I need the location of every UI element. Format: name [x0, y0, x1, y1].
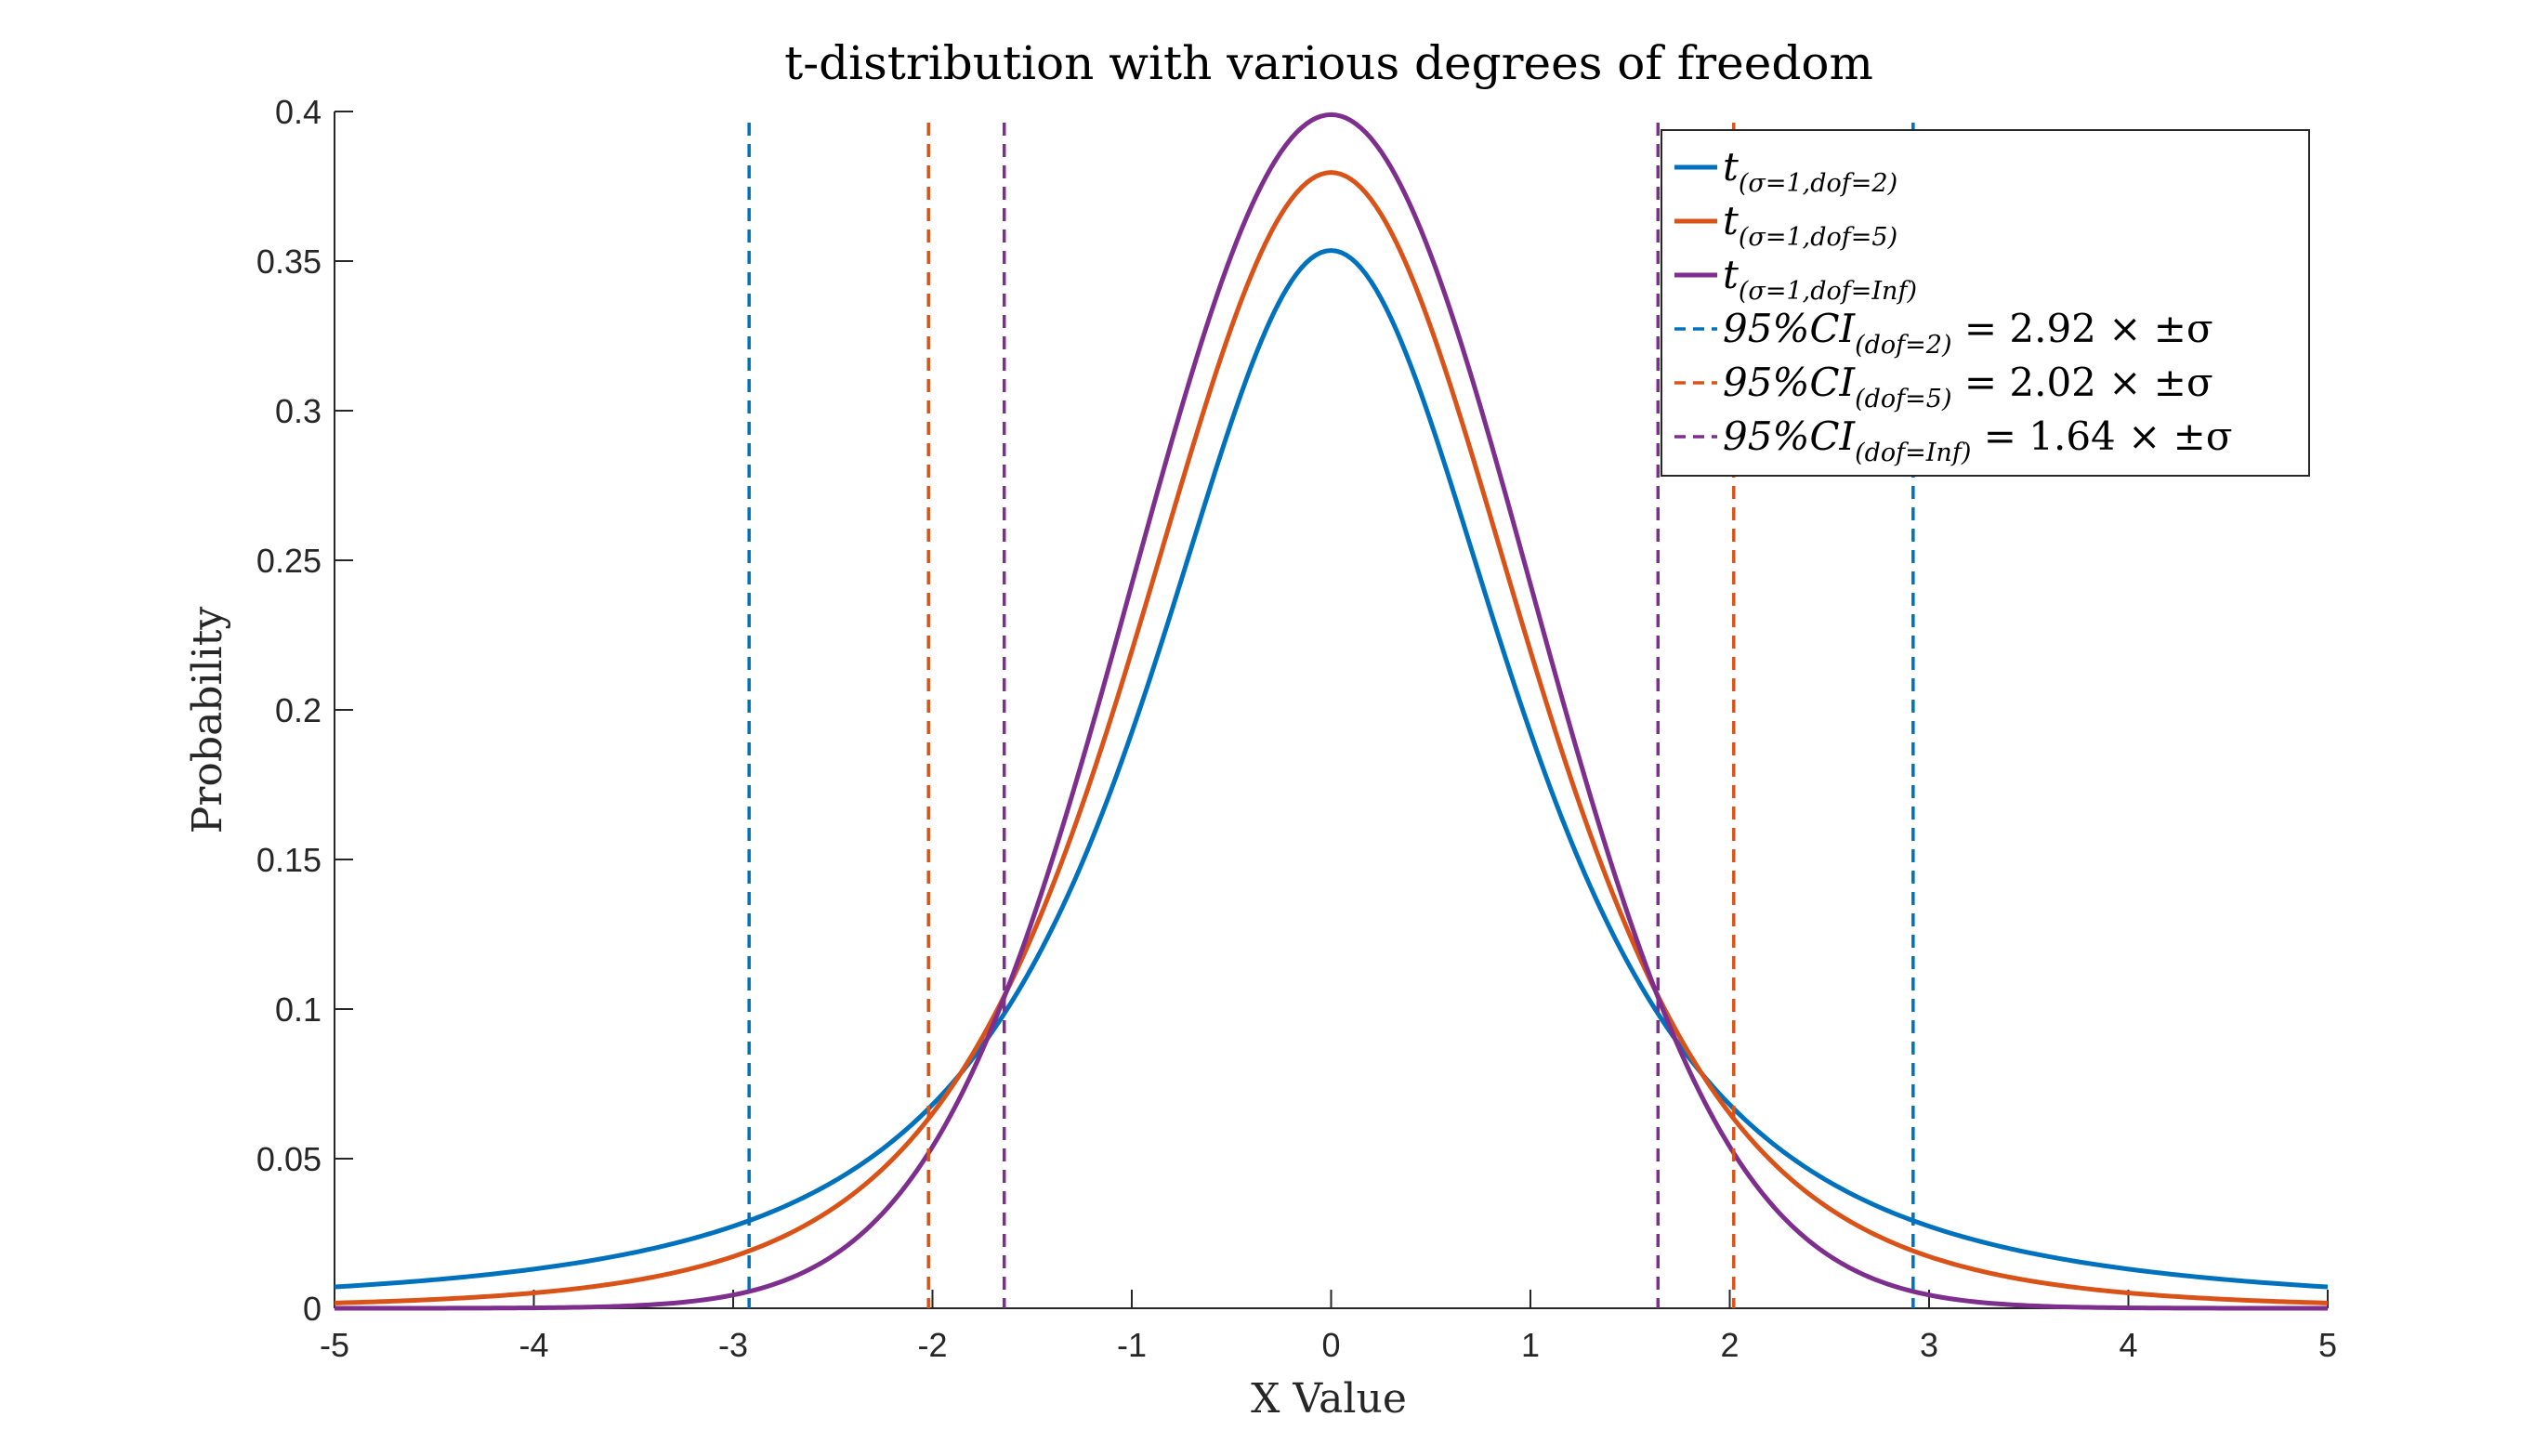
x-tick-label: 2: [1720, 1326, 1739, 1364]
legend-entry-4: 95%CI(dof=2) = 2.92 × ±σ: [1723, 306, 2213, 360]
x-tick-label: -5: [320, 1326, 349, 1364]
y-tick-label: 0.3: [275, 392, 322, 430]
legend-entry-2: t(σ=1,dof=5): [1723, 198, 1897, 252]
x-tick-label: 4: [2119, 1326, 2137, 1364]
y-tick-label: 0.1: [275, 990, 322, 1029]
chart-title: t-distribution with various degrees of f…: [784, 36, 1873, 90]
legend-entry-3: t(σ=1,dof=Inf): [1723, 252, 1917, 306]
y-tick-label: 0.35: [256, 243, 322, 281]
y-tick-label: 0.4: [275, 93, 322, 131]
y-tick-label: 0.25: [256, 542, 322, 580]
series-line-1: [334, 248, 2329, 1290]
x-tick-label: 1: [1521, 1326, 1540, 1364]
legend-entry-6: 95%CI(dof=Inf) = 1.64 × ±σ: [1723, 413, 2233, 467]
x-tick-label: 5: [2318, 1326, 2337, 1364]
series-line-2: [334, 170, 2329, 1305]
x-tick-label: -2: [917, 1326, 947, 1364]
legend-entry-1: t(σ=1,dof=2): [1723, 144, 1897, 198]
y-tick-label: 0.05: [256, 1140, 322, 1178]
series-line-3: [334, 111, 2329, 1311]
y-tick-label: 0.15: [256, 841, 322, 879]
x-tick-label: 0: [1321, 1326, 1340, 1364]
legend: t(σ=1,dof=2)t(σ=1,dof=5)t(σ=1,dof=Inf)95…: [1661, 129, 2310, 477]
y-axis-label: Probability: [184, 607, 231, 834]
x-tick-label: -3: [718, 1326, 748, 1364]
x-tick-label: -4: [519, 1326, 548, 1364]
legend-box: [1661, 129, 2310, 477]
y-tick-label: 0: [303, 1290, 322, 1328]
legend-entry-5: 95%CI(dof=5) = 2.02 × ±σ: [1723, 360, 2213, 413]
x-axis-label: X Value: [1251, 1375, 1407, 1423]
y-tick-label: 0.2: [275, 691, 322, 729]
x-tick-label: -1: [1117, 1326, 1147, 1364]
plot-area: -5 -4 -3 -2 -1 0 1 2 3 4 5 0 0.05 0.1 0.15 0.2 0.25 0.3 0.…: [256, 93, 2337, 1364]
x-tick-label: 3: [1920, 1326, 1938, 1364]
